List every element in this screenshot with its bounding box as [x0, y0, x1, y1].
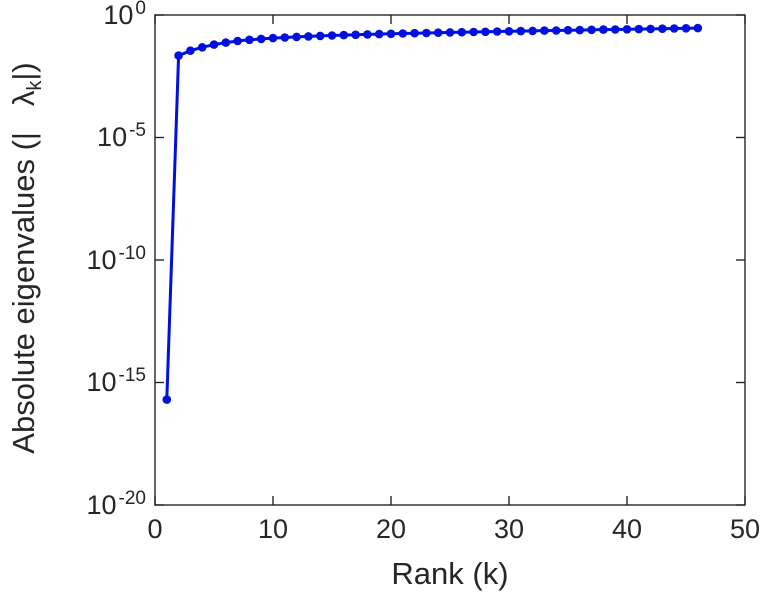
- data-point-marker: [186, 46, 195, 55]
- data-point-marker: [575, 25, 585, 35]
- data-point-marker: [658, 24, 667, 33]
- x-axis-label: Rank (k): [391, 556, 509, 591]
- data-point-marker: [563, 25, 573, 35]
- data-point-marker: [469, 27, 478, 37]
- plot-box: [154, 14, 746, 506]
- data-point-marker: [233, 36, 242, 46]
- data-point-marker: [669, 24, 679, 33]
- data-point-marker: [245, 35, 254, 45]
- data-point-marker: [492, 27, 502, 36]
- data-point-marker: [445, 28, 455, 37]
- data-point-marker: [610, 25, 620, 34]
- y-tick-label-1e-5: 10 -5: [97, 119, 146, 152]
- data-point-marker: [481, 27, 490, 37]
- data-point-marker: [209, 40, 219, 49]
- data-point-marker: [292, 32, 301, 42]
- y-tick-label-1e0: 10 0: [103, 0, 146, 30]
- data-point-marker: [422, 28, 431, 38]
- y-axis-label: Absolute eigenvalues (| λk|): [6, 62, 46, 454]
- data-point-marker: [634, 24, 644, 34]
- axes: [154, 14, 746, 506]
- data-point-marker: [256, 34, 266, 44]
- data-point-marker: [280, 33, 290, 42]
- data-point-marker: [351, 30, 360, 40]
- data-point-marker: [386, 29, 396, 39]
- x-tick-label-0: 0: [147, 514, 163, 544]
- data-point-marker: [304, 32, 313, 41]
- lambda-symbol: λ: [6, 90, 41, 133]
- data-series: [162, 23, 703, 404]
- data-point-marker: [339, 30, 349, 40]
- data-point-marker: [693, 23, 703, 33]
- data-point-marker: [174, 51, 183, 60]
- data-point-marker: [268, 33, 278, 43]
- data-point-marker: [162, 395, 172, 404]
- data-point-marker: [528, 26, 537, 36]
- data-point-marker: [433, 28, 443, 37]
- data-point-marker: [599, 25, 608, 34]
- data-point-marker: [516, 26, 526, 36]
- y-tick-label-1e-20: 10 -20: [86, 487, 146, 520]
- data-point-marker: [587, 25, 596, 35]
- data-point-marker: [540, 26, 549, 35]
- x-tick-label-30: 30: [493, 514, 525, 544]
- x-tick-label-40: 40: [611, 514, 643, 544]
- eigenvalue-line: [165, 26, 700, 402]
- x-tick-label-50: 50: [729, 514, 761, 544]
- data-point-marker: [327, 31, 337, 40]
- y-tick-label-1e-15: 10 -15: [86, 364, 146, 397]
- data-point-marker: [221, 38, 231, 47]
- data-point-marker: [398, 29, 408, 38]
- data-point-marker: [457, 27, 467, 37]
- data-point-marker: [315, 31, 325, 41]
- data-point-marker: [374, 29, 384, 39]
- x-tick-label-20: 20: [375, 514, 407, 544]
- data-point-marker: [504, 27, 514, 36]
- data-point-marker: [363, 30, 372, 39]
- data-point-marker: [681, 24, 691, 33]
- x-tick-label-10: 10: [257, 514, 289, 544]
- data-point-marker: [646, 24, 655, 34]
- data-point-marker: [622, 25, 632, 34]
- data-point-marker: [551, 26, 561, 35]
- data-point-marker: [410, 28, 419, 38]
- data-point-marker: [197, 43, 207, 52]
- y-tick-label-1e-10: 10 -10: [86, 242, 146, 275]
